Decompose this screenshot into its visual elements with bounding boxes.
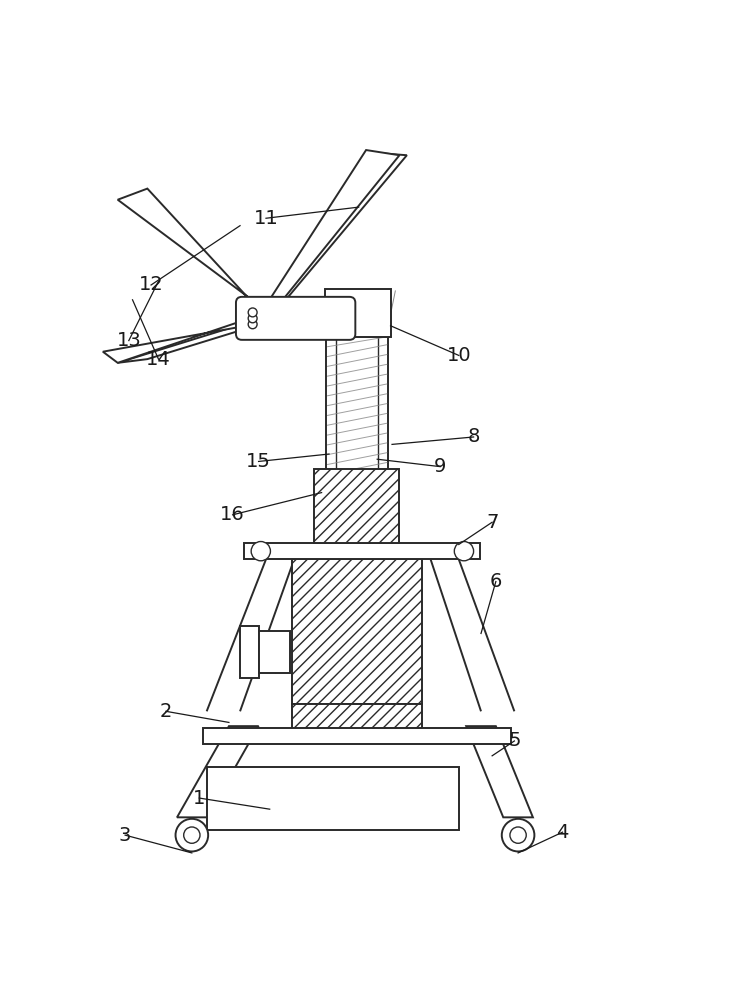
Circle shape — [251, 542, 270, 561]
Polygon shape — [177, 726, 258, 817]
Polygon shape — [266, 153, 407, 311]
Polygon shape — [244, 543, 480, 559]
Text: 16: 16 — [220, 505, 245, 524]
Polygon shape — [118, 320, 267, 363]
Circle shape — [184, 827, 200, 843]
Bar — [292, 704, 422, 741]
Circle shape — [248, 320, 257, 329]
Text: 1: 1 — [193, 789, 205, 808]
Bar — [240, 626, 259, 678]
Circle shape — [502, 819, 534, 851]
Circle shape — [176, 819, 208, 851]
Bar — [292, 559, 422, 704]
Text: 4: 4 — [557, 823, 568, 842]
Text: 11: 11 — [254, 209, 279, 228]
Circle shape — [248, 314, 257, 323]
Text: 6: 6 — [489, 572, 502, 591]
Polygon shape — [264, 150, 400, 309]
Bar — [325, 289, 391, 337]
Polygon shape — [118, 189, 264, 309]
Polygon shape — [103, 316, 256, 363]
Bar — [259, 631, 291, 673]
Text: 10: 10 — [447, 346, 471, 365]
Text: 7: 7 — [486, 513, 498, 532]
Circle shape — [248, 308, 257, 317]
Text: 12: 12 — [139, 275, 164, 294]
Text: 2: 2 — [160, 702, 172, 721]
Circle shape — [510, 827, 526, 843]
Text: 13: 13 — [117, 331, 141, 350]
Text: 9: 9 — [434, 457, 447, 476]
Circle shape — [454, 542, 474, 561]
FancyBboxPatch shape — [236, 297, 356, 340]
Text: 15: 15 — [247, 452, 271, 471]
Polygon shape — [466, 726, 533, 817]
Text: 14: 14 — [146, 350, 171, 369]
Text: 8: 8 — [468, 427, 480, 446]
Bar — [314, 469, 400, 543]
Text: 3: 3 — [119, 826, 131, 845]
Text: 5: 5 — [508, 731, 521, 750]
Bar — [207, 767, 459, 830]
Bar — [203, 728, 511, 744]
